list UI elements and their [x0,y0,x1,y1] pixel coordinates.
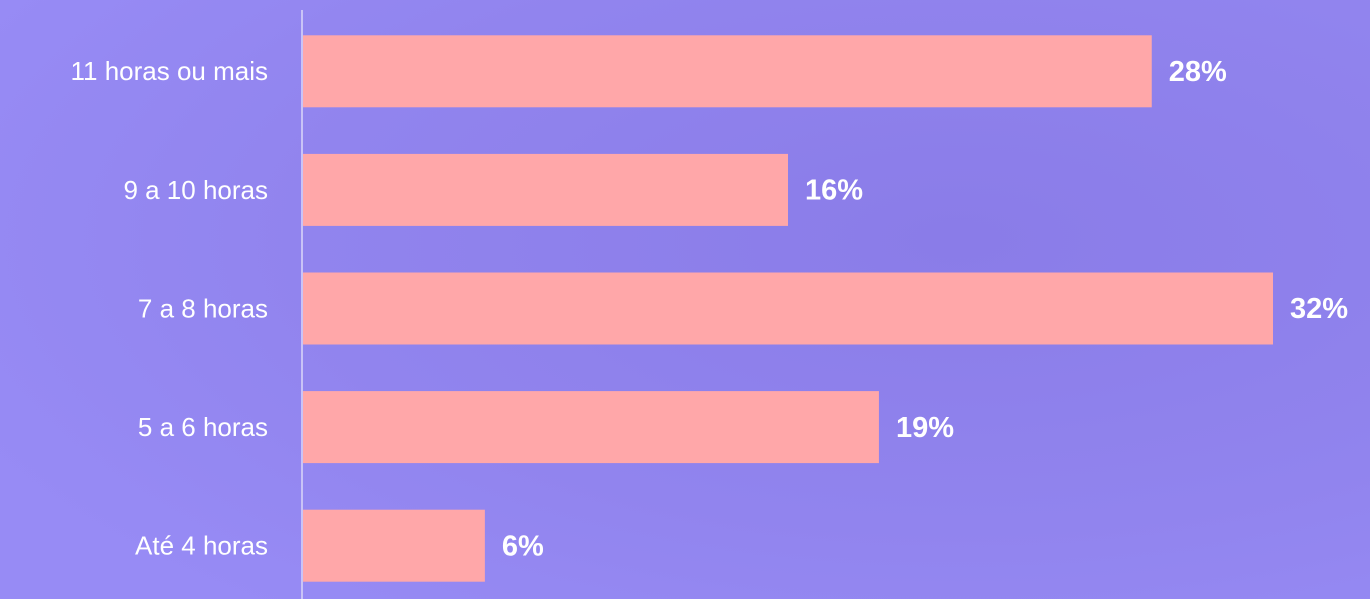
value-label: 32% [1290,293,1348,325]
category-label: 9 a 10 horas [123,175,268,205]
category-label: Até 4 horas [135,531,268,561]
category-label: 7 a 8 horas [138,293,268,323]
value-label: 6% [502,530,544,562]
bar [303,272,1273,345]
category-label: 11 horas ou mais [70,56,268,86]
bar [303,35,1152,108]
bar [303,391,879,464]
bar [303,509,485,582]
value-label: 16% [805,175,863,207]
value-label: 28% [1169,56,1227,88]
value-label: 19% [896,412,954,444]
category-label: 5 a 6 horas [138,412,268,442]
bar [303,153,788,226]
